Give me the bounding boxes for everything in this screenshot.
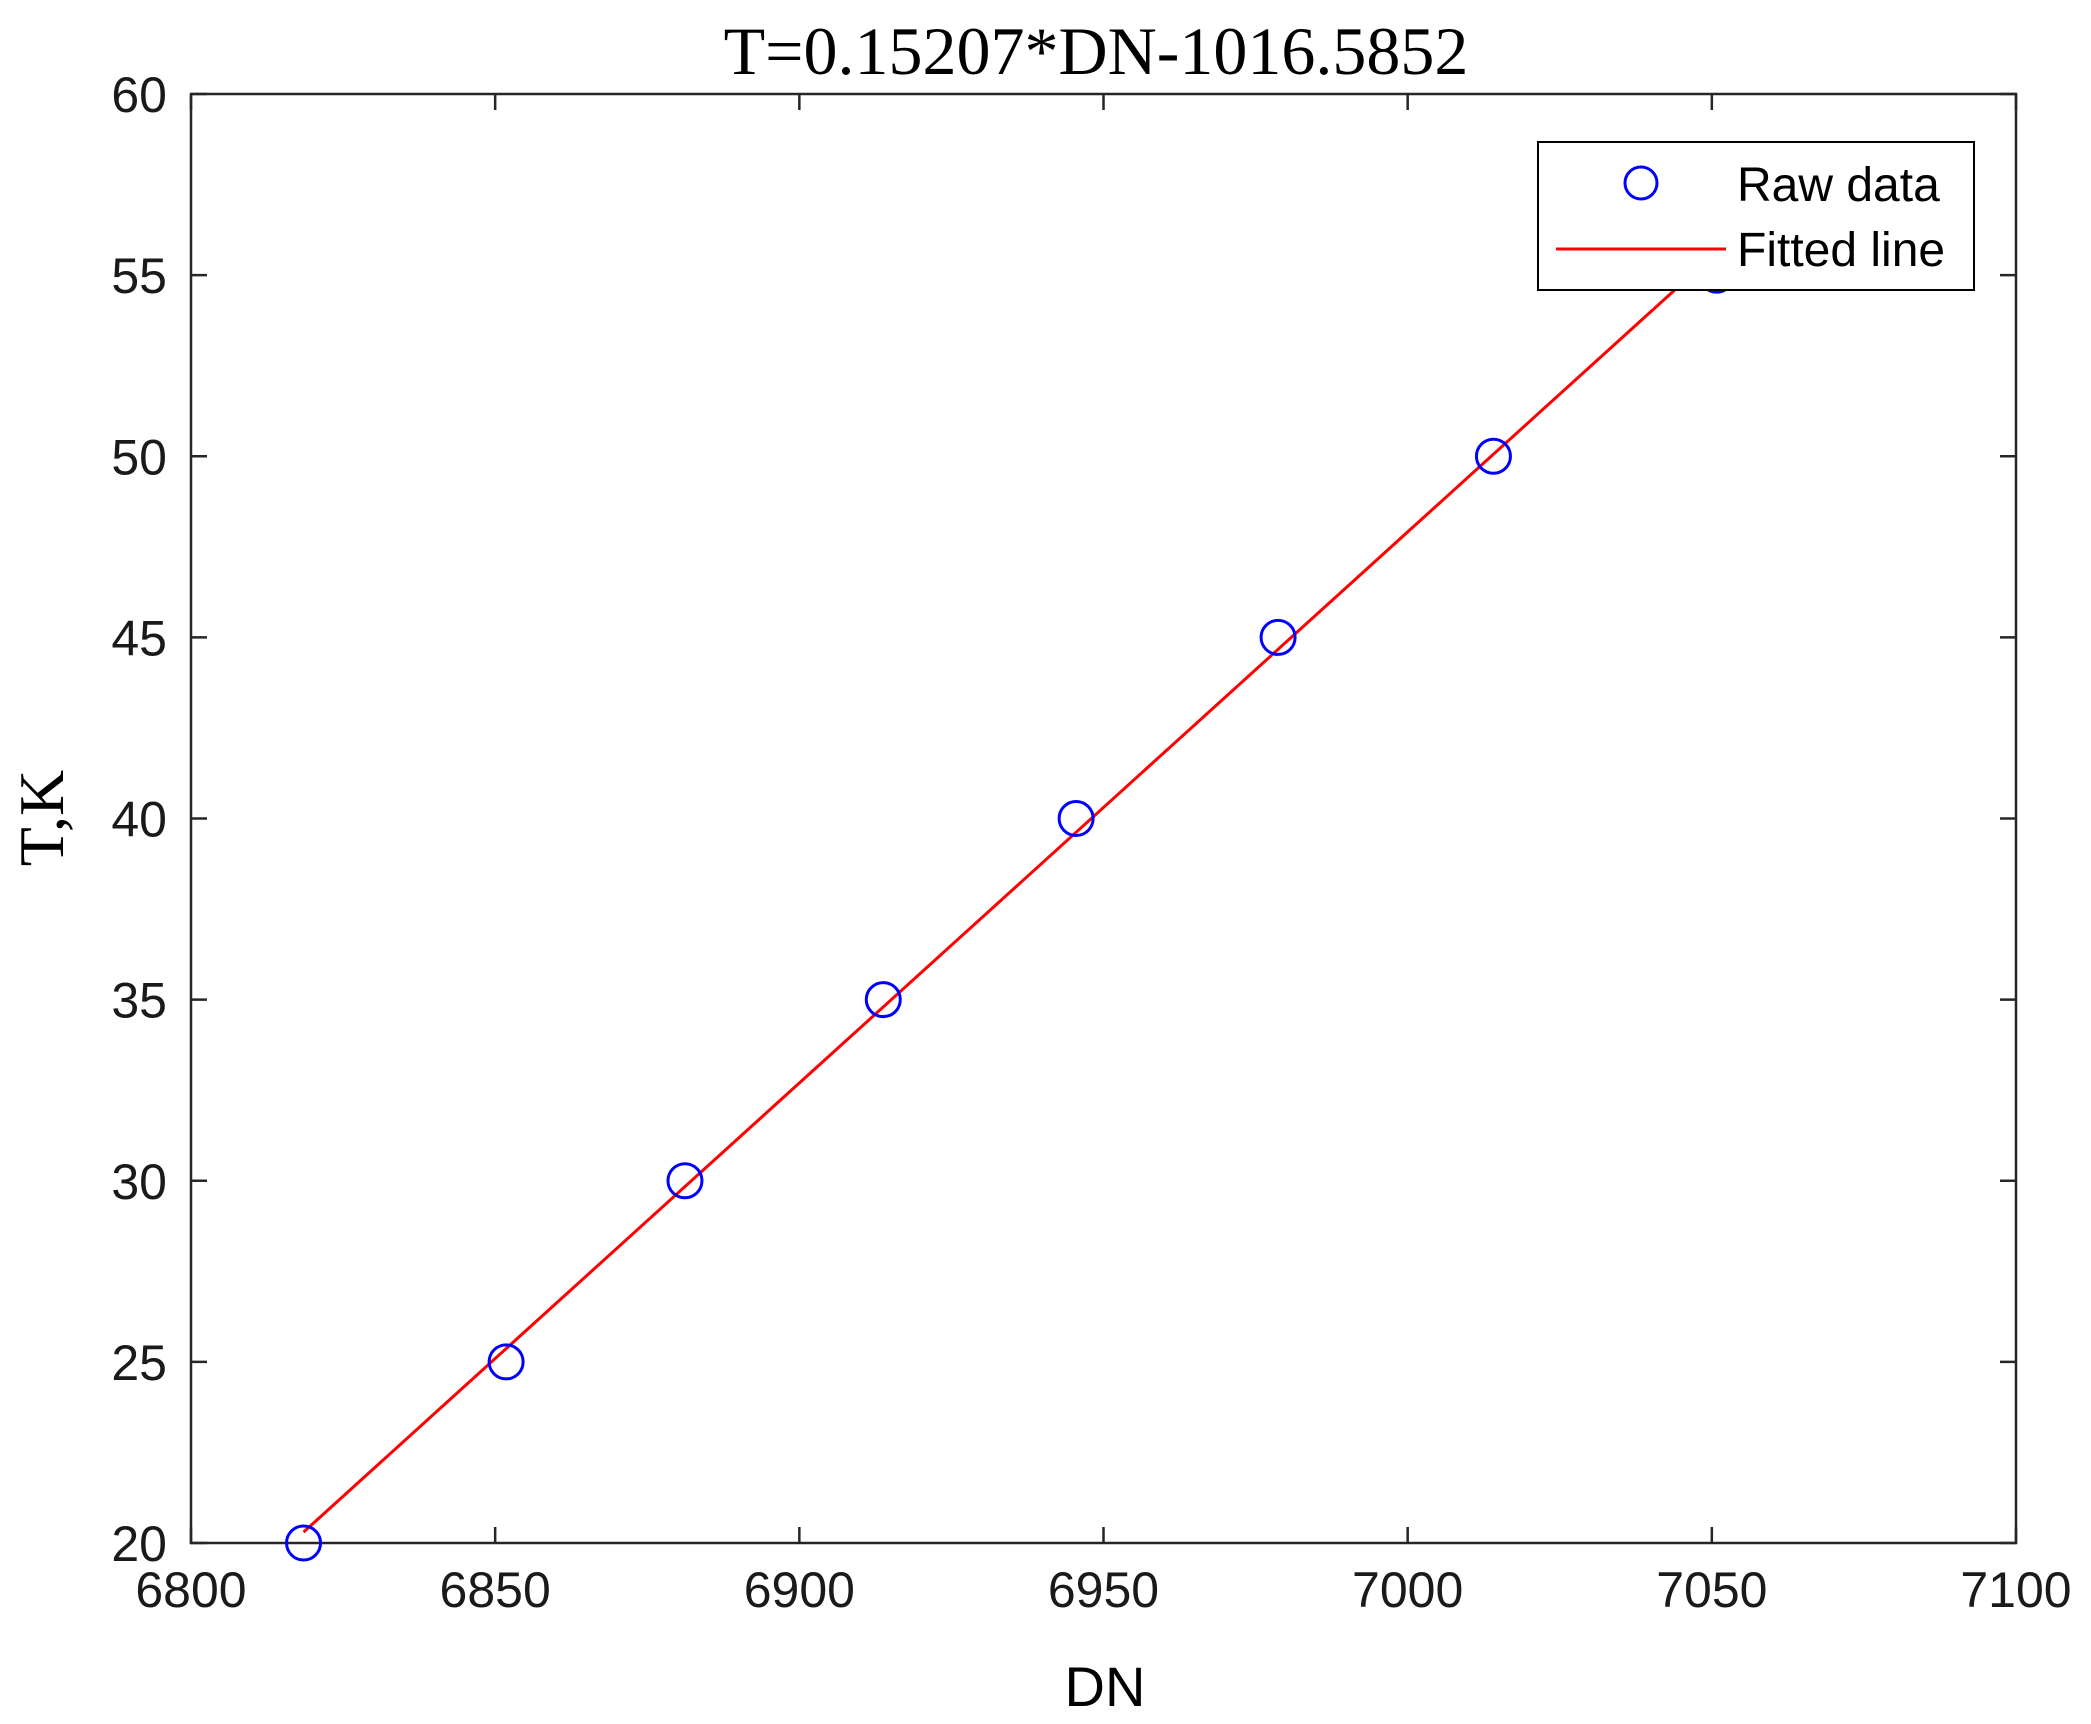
data-point [1474,437,1512,475]
x-tick-label: 6850 [440,1562,551,1618]
y-tick-label: 25 [111,1335,167,1391]
y-tick-label: 60 [111,67,167,123]
x-axis-label: DN [1065,1655,1146,1718]
x-tick-label: 7100 [1960,1562,2071,1618]
x-tick-label: 7050 [1656,1562,1767,1618]
y-tick-label: 55 [111,248,167,304]
chart-title: T=0.15207*DN-1016.5852 [724,13,1469,89]
x-tick-label: 7000 [1352,1562,1463,1618]
y-axis-label: T,K [6,770,77,867]
data-point [487,1343,525,1381]
x-tick-label: 6950 [1048,1562,1159,1618]
x-tick-label: 6800 [135,1562,246,1618]
legend-box [1537,141,1975,291]
legend-marker-raw-data [1623,165,1659,201]
x-tick-label: 6900 [744,1562,855,1618]
y-tick-label: 50 [111,429,167,485]
fitted-line [302,248,1721,1534]
legend-label-raw-data: Raw data [1737,159,1940,212]
y-tick-label: 20 [111,1516,167,1572]
plot-area: 6800 6850 6900 6950 7000 7050 7100 20 25 30 35 40 45… [111,67,2071,1618]
y-tick-label: 30 [111,1154,167,1210]
data-point [1057,800,1095,837]
y-tick-label: 40 [111,792,167,848]
legend-label-fitted-line: Fitted line [1737,224,1945,277]
data-point [285,1524,323,1562]
axes-frame [189,92,2018,1545]
y-tick-label: 45 [111,610,167,666]
data-point [1259,618,1297,656]
legend: Raw data Fitted line [1537,141,1975,291]
y-tick-label: 35 [111,973,167,1029]
data-point [666,1162,704,1200]
data-point [864,981,902,1019]
